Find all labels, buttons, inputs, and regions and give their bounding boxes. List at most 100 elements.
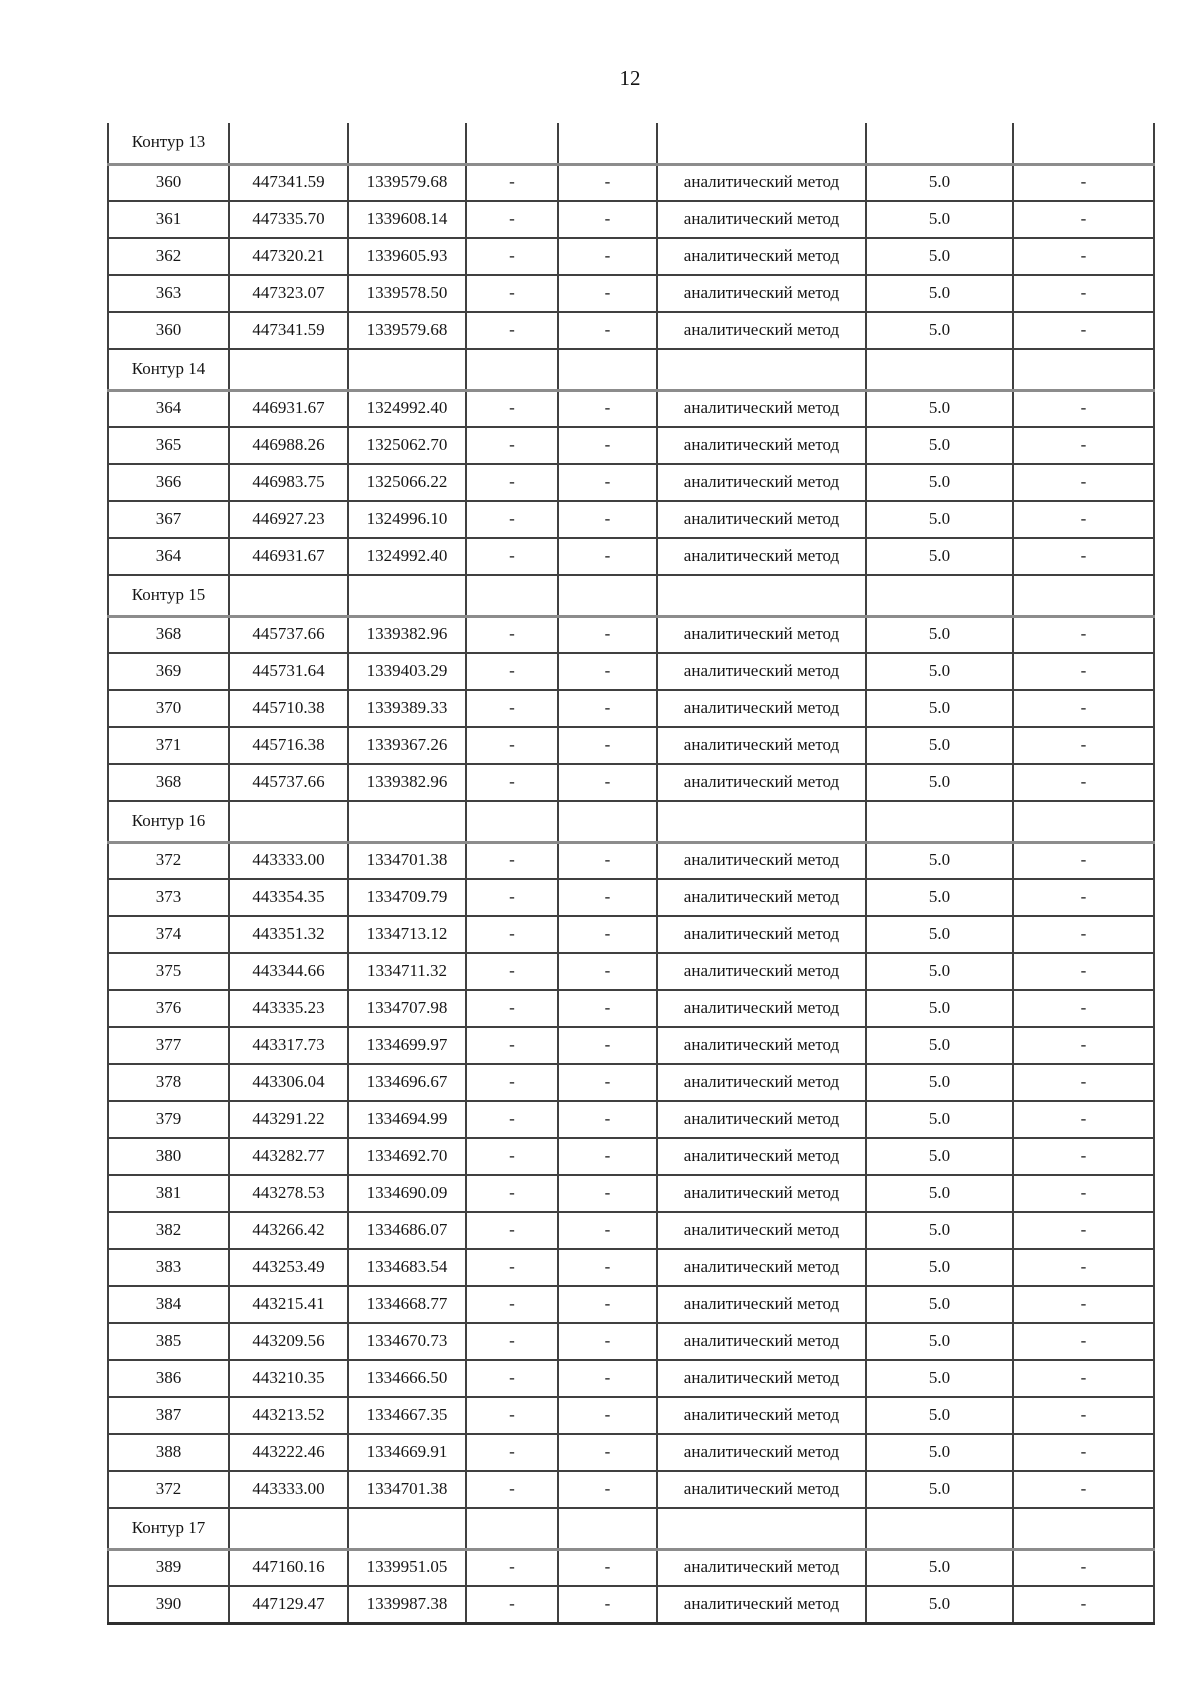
cell-coordinate-y: 1339579.68 <box>347 311 467 350</box>
cell-dash-col-1: - <box>465 726 559 765</box>
cell-method: аналитический метод <box>656 274 867 313</box>
table-row: 382 443266.42 1334686.07- - аналитический ме… <box>107 1211 1155 1250</box>
cell-coordinate-y: 1334711.32 <box>347 952 467 991</box>
cell-point-number: 362 <box>107 237 230 276</box>
table-row: 371 445716.38 1339367.26- - аналитический ме… <box>107 726 1155 765</box>
table-row: 360 447341.59 1339579.68- - аналитический ме… <box>107 163 1155 202</box>
cell-coordinate-y: 1334670.73 <box>347 1322 467 1361</box>
cell-dash-col-3: - <box>1012 1026 1155 1065</box>
cell-dash-col-2: - <box>557 237 658 276</box>
table-row: 370 445710.38 1339389.33- - аналитический ме… <box>107 689 1155 728</box>
cell-precision: 5.0 <box>865 1433 1014 1472</box>
cell-precision: 5.0 <box>865 274 1014 313</box>
cell-precision: 5.0 <box>865 200 1014 239</box>
cell-dash-col-1: - <box>465 537 559 576</box>
cell-dash-col-2: - <box>557 1026 658 1065</box>
cell-dash-col-1: - <box>465 1396 559 1435</box>
cell-precision: 5.0 <box>865 1211 1014 1250</box>
cell-point-number: 373 <box>107 878 230 917</box>
contour-section-row: Контур 16 <box>107 800 1155 844</box>
cell-point-number: 382 <box>107 1211 230 1250</box>
empty-cell <box>656 123 867 166</box>
cell-dash-col-2: - <box>557 1433 658 1472</box>
contour-title: Контур 15 <box>107 574 230 618</box>
cell-coordinate-y: 1325062.70 <box>347 426 467 465</box>
cell-dash-col-3: - <box>1012 1174 1155 1213</box>
cell-method: аналитический метод <box>656 1433 867 1472</box>
cell-dash-col-2: - <box>557 1211 658 1250</box>
table-row: 377 443317.73 1334699.97- - аналитический ме… <box>107 1026 1155 1065</box>
cell-dash-col-3: - <box>1012 915 1155 954</box>
empty-cell <box>1012 1507 1155 1551</box>
coordinates-table: Контур 13 360 447341.59 1339579.68- - аналити… <box>107 123 1155 1625</box>
cell-coordinate-y: 1324992.40 <box>347 389 467 428</box>
cell-precision: 5.0 <box>865 878 1014 917</box>
empty-cell <box>228 348 349 392</box>
table-row: 374 443351.32 1334713.12- - аналитический ме… <box>107 915 1155 954</box>
cell-dash-col-3: - <box>1012 426 1155 465</box>
table-row: 368 445737.66 1339382.96- - аналитический ме… <box>107 615 1155 654</box>
cell-method: аналитический метод <box>656 915 867 954</box>
cell-coordinate-x: 443306.04 <box>228 1063 349 1102</box>
cell-dash-col-2: - <box>557 1137 658 1176</box>
cell-method: аналитический метод <box>656 1026 867 1065</box>
table-row: 378 443306.04 1334696.67- - аналитический ме… <box>107 1063 1155 1102</box>
cell-coordinate-x: 443291.22 <box>228 1100 349 1139</box>
table-row: 367 446927.23 1324996.10- - аналитический ме… <box>107 500 1155 539</box>
cell-coordinate-x: 447323.07 <box>228 274 349 313</box>
cell-coordinate-x: 443278.53 <box>228 1174 349 1213</box>
cell-precision: 5.0 <box>865 763 1014 802</box>
cell-coordinate-y: 1334669.91 <box>347 1433 467 1472</box>
cell-coordinate-x: 445710.38 <box>228 689 349 728</box>
cell-dash-col-2: - <box>557 1548 658 1587</box>
empty-cell <box>465 800 559 844</box>
cell-coordinate-x: 443222.46 <box>228 1433 349 1472</box>
cell-dash-col-1: - <box>465 500 559 539</box>
cell-dash-col-2: - <box>557 426 658 465</box>
empty-cell <box>557 348 658 392</box>
table-row: 379 443291.22 1334694.99- - аналитический ме… <box>107 1100 1155 1139</box>
cell-dash-col-3: - <box>1012 1211 1155 1250</box>
cell-point-number: 369 <box>107 652 230 691</box>
cell-precision: 5.0 <box>865 311 1014 350</box>
cell-point-number: 385 <box>107 1322 230 1361</box>
cell-precision: 5.0 <box>865 915 1014 954</box>
empty-cell <box>228 123 349 166</box>
empty-cell <box>865 800 1014 844</box>
empty-cell <box>347 800 467 844</box>
cell-dash-col-2: - <box>557 1285 658 1324</box>
cell-precision: 5.0 <box>865 389 1014 428</box>
cell-coordinate-x: 447160.16 <box>228 1548 349 1587</box>
empty-cell <box>347 348 467 392</box>
cell-coordinate-x: 446988.26 <box>228 426 349 465</box>
cell-dash-col-2: - <box>557 1100 658 1139</box>
cell-dash-col-1: - <box>465 952 559 991</box>
cell-precision: 5.0 <box>865 1100 1014 1139</box>
empty-cell <box>228 800 349 844</box>
cell-precision: 5.0 <box>865 1063 1014 1102</box>
cell-dash-col-1: - <box>465 200 559 239</box>
cell-point-number: 372 <box>107 1470 230 1509</box>
table-row: 364 446931.67 1324992.40- - аналитический ме… <box>107 537 1155 576</box>
table-row: 389 447160.16 1339951.05- - аналитический ме… <box>107 1548 1155 1587</box>
cell-dash-col-2: - <box>557 463 658 502</box>
cell-dash-col-2: - <box>557 163 658 202</box>
table-row: 368 445737.66 1339382.96- - аналитический ме… <box>107 763 1155 802</box>
cell-method: аналитический метод <box>656 1100 867 1139</box>
cell-dash-col-3: - <box>1012 652 1155 691</box>
cell-coordinate-x: 445716.38 <box>228 726 349 765</box>
cell-dash-col-2: - <box>557 1359 658 1398</box>
cell-coordinate-y: 1334686.07 <box>347 1211 467 1250</box>
empty-cell <box>865 348 1014 392</box>
cell-method: аналитический метод <box>656 1585 867 1624</box>
cell-dash-col-1: - <box>465 841 559 880</box>
cell-point-number: 371 <box>107 726 230 765</box>
cell-coordinate-x: 446927.23 <box>228 500 349 539</box>
cell-method: аналитический метод <box>656 1063 867 1102</box>
cell-dash-col-2: - <box>557 615 658 654</box>
cell-point-number: 368 <box>107 763 230 802</box>
cell-dash-col-3: - <box>1012 989 1155 1028</box>
cell-precision: 5.0 <box>865 1026 1014 1065</box>
cell-dash-col-2: - <box>557 1248 658 1287</box>
cell-precision: 5.0 <box>865 463 1014 502</box>
